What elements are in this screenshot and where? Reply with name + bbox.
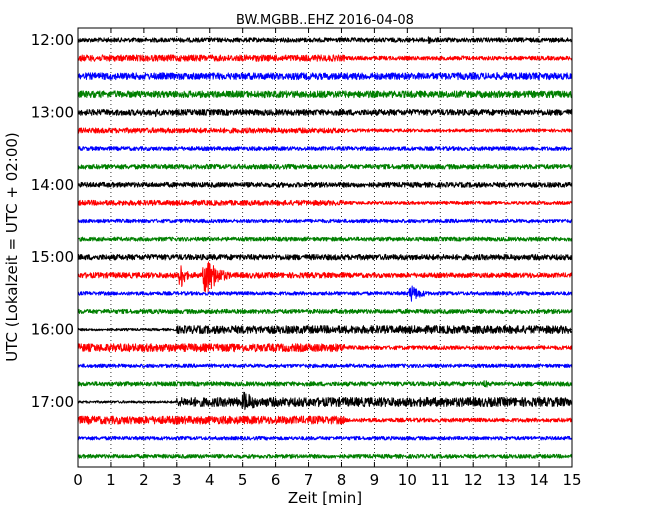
x-axis: 0 1 2 3 4 5 6 7 8 9 10 11 12 13 14 15: [73, 28, 582, 489]
y-tick-label: 12:00: [31, 31, 74, 49]
y-tick-label: 17:00: [31, 393, 74, 411]
x-tick-label: 8: [337, 471, 347, 489]
trace-group: [77, 36, 573, 459]
trace-1745: [77, 453, 573, 459]
x-tick-label: 11: [431, 471, 450, 489]
trace-1200: [77, 36, 573, 44]
x-tick-label: 5: [238, 471, 248, 489]
trace-1230: [77, 72, 573, 81]
trace-1715: [77, 415, 573, 425]
trace-1730: [77, 435, 573, 441]
y-tick-label: 15:00: [31, 248, 74, 266]
trace-1345: [77, 163, 573, 170]
trace-1300: [77, 108, 573, 118]
y-axis: 12:00 13:00 14:00 15:00 16:00 17:00: [31, 31, 572, 411]
chart-title: BW.MGBB..EHZ 2016-04-08: [236, 13, 414, 28]
x-tick-label: 12: [464, 471, 483, 489]
trace-1315: [77, 127, 573, 134]
trace-1530: [77, 285, 573, 302]
x-tick-label: 6: [271, 471, 281, 489]
x-tick-label: 4: [205, 471, 215, 489]
x-tick-label: 14: [530, 471, 549, 489]
trace-1445: [77, 236, 573, 242]
x-tick-label: 9: [370, 471, 380, 489]
trace-1215: [77, 54, 573, 62]
trace-1615: [77, 343, 573, 353]
trace-1500: [77, 253, 573, 261]
x-axis-label: Zeit [min]: [288, 489, 362, 507]
trace-1515: [77, 261, 573, 293]
trace-1330: [77, 146, 573, 152]
y-axis-label: UTC (Lokalzeit = UTC + 02:00): [3, 132, 21, 362]
trace-1430: [77, 218, 573, 224]
x-tick-label: 1: [106, 471, 116, 489]
trace-1645: [77, 380, 573, 388]
trace-1415: [77, 199, 573, 206]
x-tick-label: 13: [497, 471, 516, 489]
trace-1545: [77, 308, 573, 315]
trace-1700: [77, 391, 573, 411]
x-tick-label: 0: [73, 471, 83, 489]
y-tick-label: 16:00: [31, 321, 74, 339]
y-tick-label: 14:00: [31, 176, 74, 194]
y-tick-label: 13:00: [31, 103, 74, 121]
x-tick-label: 7: [304, 471, 314, 489]
x-tick-label: 3: [172, 471, 182, 489]
plot-frame: [77, 27, 573, 468]
x-tick-label: 10: [398, 471, 417, 489]
trace-1400: [77, 181, 573, 188]
trace-1630: [77, 363, 573, 369]
x-tick-label: 15: [562, 471, 581, 489]
trace-1600: [77, 325, 573, 335]
trace-1245: [77, 90, 573, 99]
x-tick-label: 2: [139, 471, 149, 489]
